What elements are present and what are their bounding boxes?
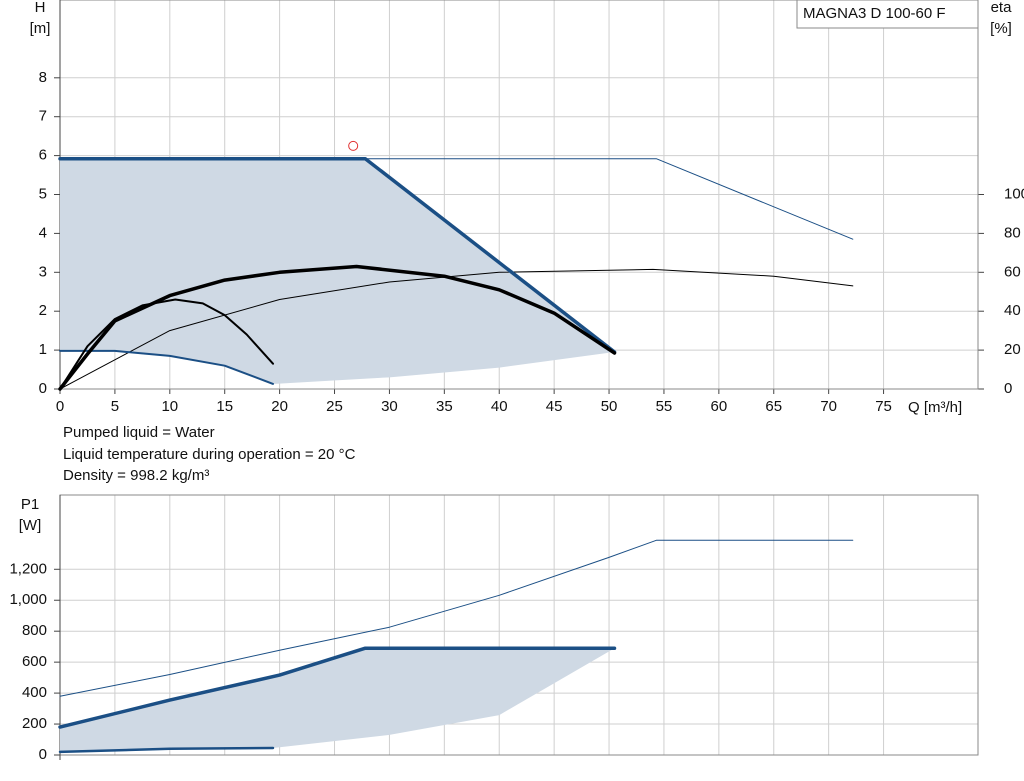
- x-tick-label: 10: [161, 398, 178, 415]
- y2-tick-label: 60: [1004, 263, 1021, 280]
- y2-tick-label: 20: [1004, 341, 1021, 358]
- curve: [58, 646, 617, 729]
- x-tick-label: 40: [491, 398, 508, 415]
- x-tick-label: 70: [820, 398, 837, 415]
- y-tick-label: 3: [39, 263, 47, 280]
- y-tick-label: 600: [22, 653, 47, 670]
- y-axis-unit: [W]: [19, 517, 42, 534]
- x-tick-label: 30: [381, 398, 398, 415]
- curve: [58, 264, 617, 391]
- x-tick-label: 75: [875, 398, 892, 415]
- note: Density = 998.2 kg/m³: [63, 467, 209, 484]
- note: Pumped liquid = Water: [63, 424, 215, 441]
- y-tick-label: 0: [39, 746, 47, 763]
- x-tick-label: 65: [765, 398, 782, 415]
- curve: [59, 539, 854, 697]
- y-axis-label: H: [35, 0, 46, 16]
- x-tick-label: 5: [111, 398, 119, 415]
- y-tick-label: 6: [39, 147, 47, 164]
- x-tick-label: 35: [436, 398, 453, 415]
- operating-area: [60, 158, 615, 384]
- x-tick-label: 25: [326, 398, 343, 415]
- y2-tick-label: 0: [1004, 380, 1012, 397]
- y2-axis-unit: [%]: [990, 20, 1012, 37]
- y2-tick-label: 100: [1004, 185, 1024, 202]
- y-tick-label: 5: [39, 185, 47, 202]
- y-tick-label: 8: [39, 69, 47, 86]
- y-tick-label: 2: [39, 302, 47, 319]
- y2-tick-label: 40: [1004, 302, 1021, 319]
- note: Liquid temperature during operation = 20…: [63, 446, 356, 463]
- curve: [59, 298, 274, 390]
- x-tick-label: 15: [216, 398, 233, 415]
- y2-tick-label: 80: [1004, 224, 1021, 241]
- y-tick-label: 4: [39, 224, 47, 241]
- curve: [59, 349, 274, 385]
- chart-title: MAGNA3 D 100-60 F: [803, 5, 946, 22]
- y-tick-label: 1,000: [9, 591, 47, 608]
- y2-axis-label: eta: [991, 0, 1013, 16]
- y-tick-label: 800: [22, 622, 47, 639]
- y-tick-label: 1: [39, 341, 47, 358]
- operating-area: [60, 648, 615, 752]
- y-tick-label: 1,200: [9, 560, 47, 577]
- y-tick-label: 7: [39, 108, 47, 125]
- x-axis-label: Q [m³/h]: [908, 399, 962, 416]
- curve: [58, 156, 617, 354]
- y-axis-unit: [m]: [30, 20, 51, 37]
- x-tick-label: 55: [656, 398, 673, 415]
- x-tick-label: 50: [601, 398, 618, 415]
- x-tick-label: 20: [271, 398, 288, 415]
- x-tick-label: 60: [711, 398, 728, 415]
- title-box: [796, 0, 979, 29]
- curve: [364, 158, 854, 240]
- operating-point: [348, 140, 359, 151]
- x-tick-label: 45: [546, 398, 563, 415]
- y-axis-label: P1: [21, 496, 39, 513]
- y-tick-label: 200: [22, 715, 47, 732]
- y-tick-label: 400: [22, 684, 47, 701]
- x-tick-label: 0: [56, 398, 64, 415]
- curve: [58, 746, 275, 754]
- y-tick-label: 0: [39, 380, 47, 397]
